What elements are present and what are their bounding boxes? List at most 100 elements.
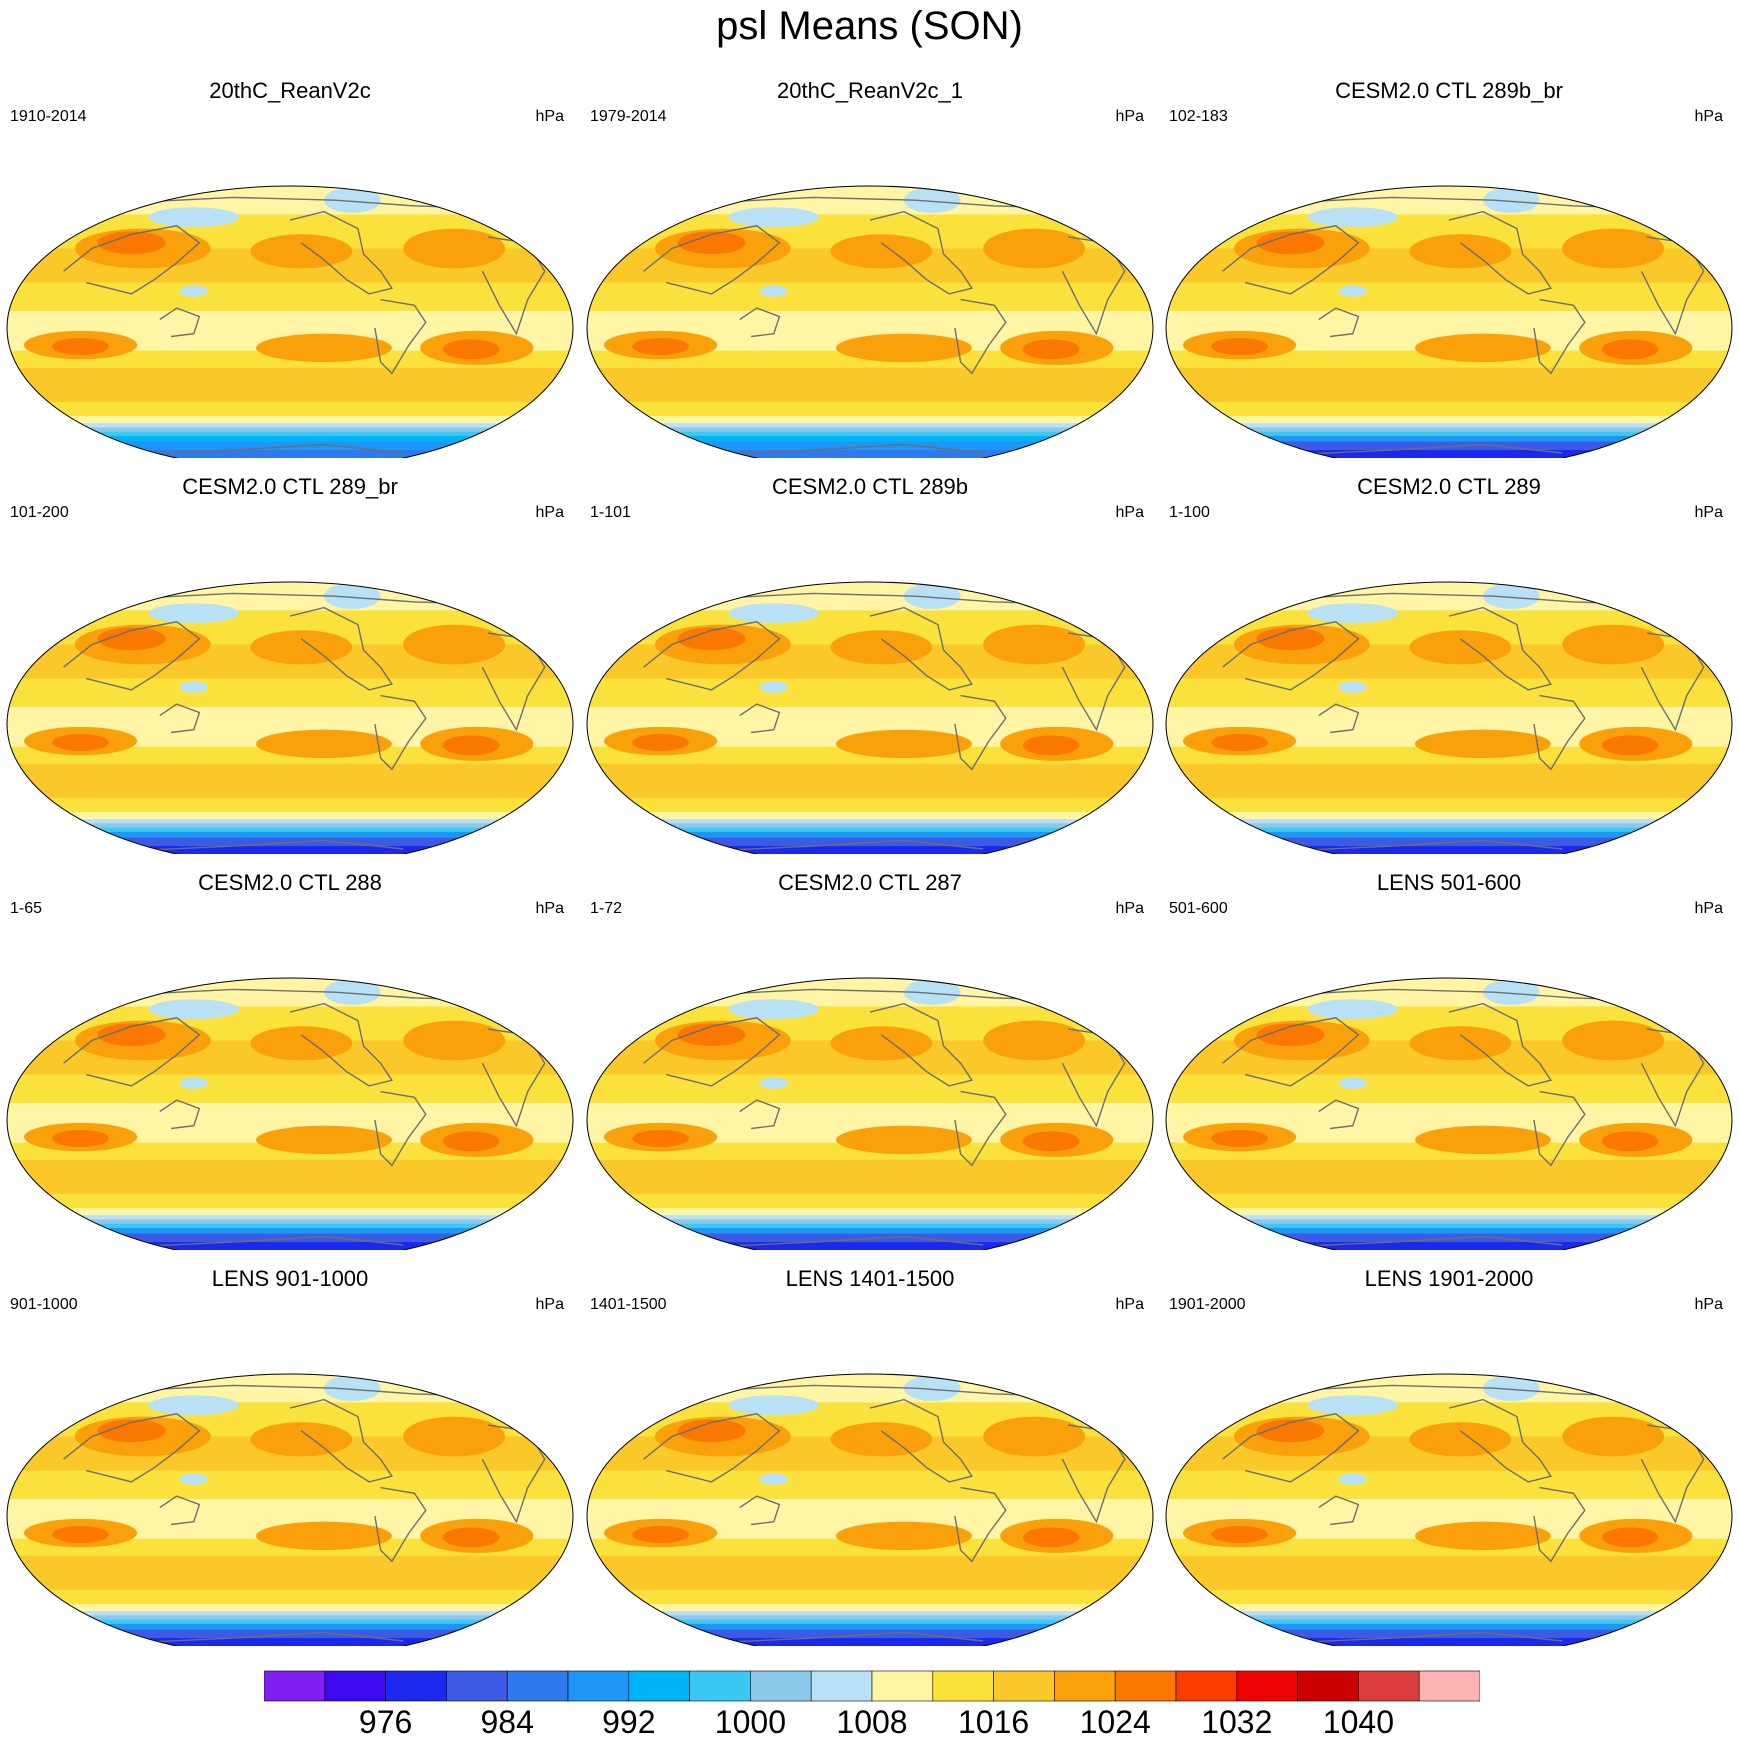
- pressure-band: [7, 282, 573, 312]
- coastline: [1318, 1495, 1360, 1526]
- pressure-band: [7, 1555, 573, 1591]
- pressure-contour: [1338, 1473, 1367, 1485]
- pressure-band: [7, 1227, 573, 1235]
- pressure-contour: [179, 681, 208, 693]
- pressure-contour: [1482, 187, 1540, 213]
- pressure-contour: [1562, 1416, 1665, 1457]
- pressure-contour: [250, 630, 353, 665]
- pressure-band: [7, 1589, 573, 1606]
- pressure-band: [587, 1227, 1153, 1235]
- pressure-contour: [1562, 1020, 1665, 1061]
- pressure-contour: [97, 1023, 166, 1047]
- pressure-contour: [983, 624, 1086, 665]
- map-border: [586, 1373, 1154, 1646]
- pressure-band: [7, 812, 573, 821]
- panel-year-range: 501-600: [1169, 900, 1228, 917]
- pressure-contour: [256, 333, 392, 363]
- pressure-band: [1166, 1623, 1732, 1631]
- pressure-contour: [1211, 733, 1268, 751]
- panel-title: CESM2.0 CTL 289b_br: [1335, 78, 1563, 103]
- panel-units: hPa: [535, 900, 564, 917]
- pressure-contour: [442, 1131, 500, 1152]
- colorbar-swatch: [932, 1670, 994, 1702]
- coastline: [739, 703, 781, 734]
- colorbar-swatch: [1358, 1670, 1420, 1702]
- pressure-band: [1166, 978, 1732, 1008]
- pressure-contour: [250, 1026, 353, 1061]
- panel-title: 20thC_ReanV2c: [209, 78, 371, 103]
- panel-units: hPa: [535, 108, 564, 125]
- pressure-contour: [728, 999, 820, 1020]
- coastline: [1267, 1631, 1563, 1645]
- pressure-contour: [632, 337, 689, 355]
- pressure-band: [7, 1223, 573, 1229]
- coastline: [159, 703, 201, 734]
- coastline: [1533, 694, 1586, 771]
- pressure-band: [1166, 1638, 1732, 1646]
- pressure-band: [7, 1619, 573, 1625]
- pressure-contour: [903, 1375, 961, 1401]
- colorbar-tick-label: 976: [358, 1704, 413, 1740]
- colorbar-swatch: [264, 1670, 326, 1702]
- pressure-contour: [1601, 1131, 1659, 1152]
- panel-title: LENS 901-1000: [211, 1266, 369, 1291]
- pressure-contour: [1307, 999, 1399, 1020]
- pressure-contour: [830, 234, 933, 269]
- pressure-band: [1166, 812, 1732, 821]
- pressure-band: [1166, 763, 1732, 799]
- coastline: [643, 1413, 781, 1483]
- pressure-contour: [1211, 1525, 1268, 1543]
- colorbar-swatch: [871, 1670, 934, 1702]
- pressure-contour: [983, 228, 1086, 269]
- pressure-band: [7, 1638, 573, 1646]
- panel-year-range: 1-65: [10, 900, 43, 917]
- pressure-contour: [983, 1416, 1086, 1457]
- pressure-band: [7, 1623, 573, 1631]
- map-border: [1165, 581, 1733, 854]
- pressure-contour: [179, 1077, 208, 1089]
- colorbar-swatch: [1297, 1670, 1359, 1702]
- coastline: [1318, 1099, 1360, 1130]
- pressure-band: [587, 978, 1153, 1008]
- pressure-contour: [442, 339, 500, 360]
- pressure-contour: [323, 583, 381, 609]
- coastline: [159, 1495, 201, 1526]
- pressure-band: [1166, 797, 1732, 814]
- pressure-band: [7, 1215, 573, 1221]
- pressure-band: [587, 1589, 1153, 1606]
- colorbar-swatch: [567, 1670, 630, 1702]
- coastline: [1267, 1235, 1563, 1249]
- pressure-contour: [1562, 228, 1665, 269]
- colorbar-swatches: [264, 1670, 1480, 1702]
- pressure-contour: [677, 1419, 746, 1443]
- pressure-contour: [403, 624, 506, 665]
- pressure-band: [7, 1242, 573, 1250]
- pressure-band: [1166, 846, 1732, 854]
- pressure-band: [587, 1159, 1153, 1195]
- pressure-band: [587, 823, 1153, 829]
- pressure-band: [1166, 1470, 1732, 1500]
- pressure-contour: [1211, 337, 1268, 355]
- panel-year-range: 1-100: [1169, 504, 1210, 521]
- pressure-band: [587, 186, 1153, 216]
- coastline: [289, 210, 394, 295]
- pressure-contour: [256, 1521, 392, 1551]
- pressure-band: [7, 416, 573, 425]
- pressure-band: [587, 678, 1153, 708]
- coastline: [1448, 210, 1553, 295]
- colorbar-swatch: [1175, 1670, 1238, 1702]
- pressure-band: [587, 1242, 1153, 1250]
- pressure-band: [1166, 582, 1732, 612]
- pressure-contour: [728, 1395, 820, 1416]
- pressure-band: [7, 827, 573, 833]
- pressure-band: [7, 1159, 573, 1195]
- colorbar-swatch: [446, 1670, 508, 1702]
- map-border: [586, 185, 1154, 458]
- panel-title: LENS 1401-1500: [785, 1266, 955, 1291]
- panel-year-range: 1910-2014: [10, 108, 87, 125]
- pressure-band: [587, 797, 1153, 814]
- pressure-band: [1166, 1159, 1732, 1195]
- pressure-contour: [1601, 339, 1659, 360]
- pressure-band: [1166, 427, 1732, 433]
- pressure-band: [1166, 1242, 1732, 1250]
